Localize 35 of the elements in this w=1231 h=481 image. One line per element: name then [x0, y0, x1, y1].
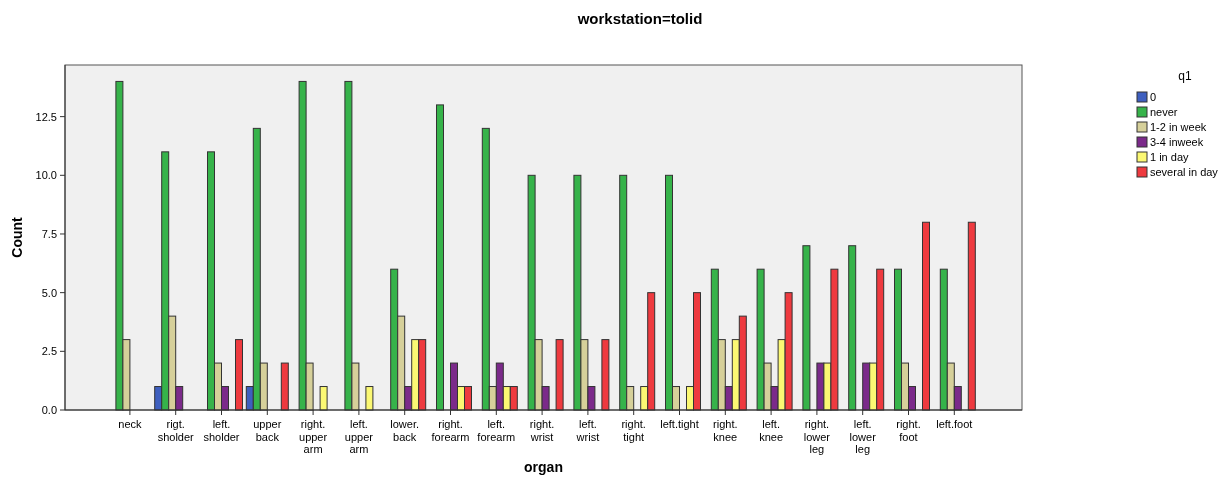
x-tick-label: right. upper arm [299, 418, 328, 455]
legend-title: q1 [1178, 69, 1192, 83]
y-tick-label: 0.0 [41, 404, 57, 416]
y-tick-label: 10.0 [35, 169, 57, 182]
x-axis-title: organ [524, 459, 563, 475]
y-axis-title: Count [9, 216, 25, 258]
legend-label: 3-4 inweek [1150, 136, 1204, 148]
legend-label: never [1150, 106, 1178, 118]
x-tick-label: left. wrist [575, 418, 600, 443]
x-tick-label: right. wrist [529, 418, 555, 443]
x-tick-label: upper back [253, 418, 282, 443]
y-tick-label: 7.5 [41, 227, 57, 240]
y-tick-label: 5.0 [41, 286, 57, 299]
legend-label: 1 in day [1150, 151, 1190, 163]
x-tick-label: right. foot [896, 418, 921, 443]
x-tick-label: left. knee [759, 418, 784, 443]
y-tick-label: 12.5 [35, 110, 57, 123]
chart-title: workstation=tolid [576, 10, 703, 27]
x-tick-label: left.tight [660, 418, 699, 430]
x-tick-label: right. tight [621, 418, 646, 443]
x-tick-label: left. sholder [203, 418, 240, 443]
x-tick-label: neck [118, 418, 143, 430]
x-tick-label: right. forearm [431, 418, 470, 443]
x-tick-label: left.foot [936, 418, 973, 430]
legend-label: several in day [1150, 166, 1219, 178]
x-tick-label: left. forearm [477, 418, 516, 443]
x-tick-label: rigt. sholder [157, 418, 195, 443]
x-tick-label: lower. back [390, 418, 420, 443]
legend-label: 0 [1150, 91, 1157, 103]
x-tick-label: right. knee [713, 418, 738, 443]
x-tick-label: left. upper arm [344, 418, 374, 455]
legend-label: 1-2 in week [1150, 121, 1207, 133]
x-tick-label: right. lower leg [803, 418, 831, 455]
y-tick-label: 2.5 [41, 345, 57, 358]
x-tick-label: left. lower leg [849, 418, 877, 455]
